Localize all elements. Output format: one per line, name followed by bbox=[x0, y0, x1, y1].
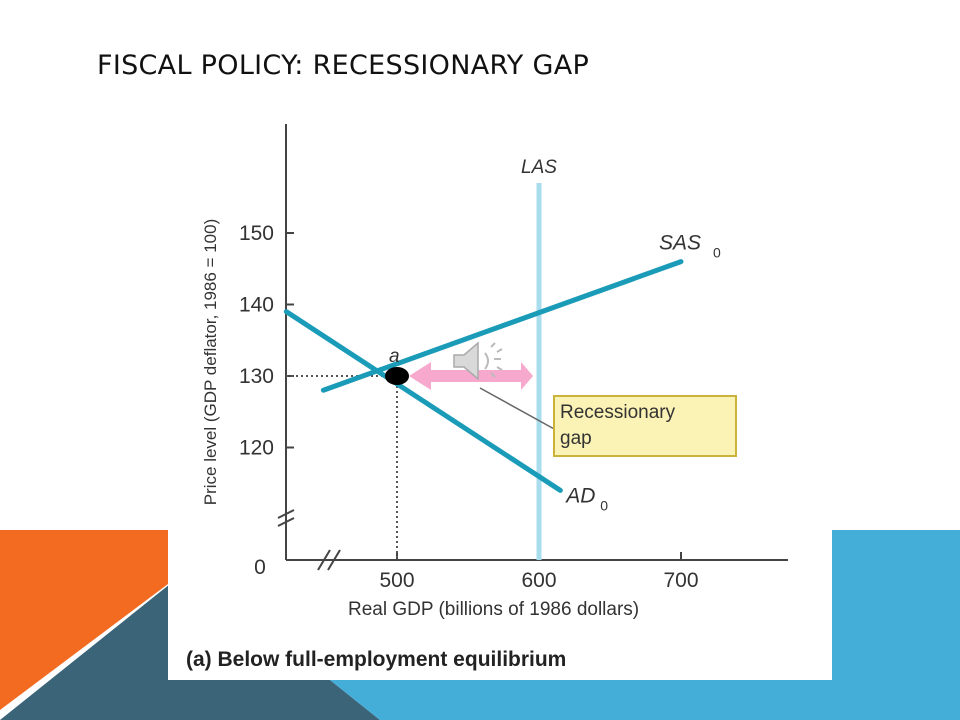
equilibrium-point bbox=[385, 367, 409, 385]
annotation-leader bbox=[479, 387, 557, 431]
y-axis-break bbox=[277, 509, 295, 527]
x-tick-label: 500 bbox=[379, 569, 414, 592]
ad-subscript: 0 bbox=[600, 497, 608, 513]
dark-teal-band-shape bbox=[200, 560, 380, 720]
speaker-icon[interactable] bbox=[448, 333, 512, 389]
slide-title: FISCAL POLICY: RECESSIONARY GAP bbox=[97, 50, 590, 81]
orange-corner-shape bbox=[0, 530, 200, 710]
las-label: LAS bbox=[521, 157, 557, 178]
sas-subscript: 0 bbox=[713, 245, 721, 261]
recessionary-gap-box bbox=[553, 395, 737, 457]
light-blue-band-shape bbox=[330, 530, 960, 720]
x-axis-break bbox=[317, 549, 341, 571]
y-tick-label: 120 bbox=[239, 437, 274, 460]
recessionary-gap-label-line1: Recessionary bbox=[560, 402, 676, 423]
equilibrium-label: a bbox=[389, 346, 400, 367]
figure-panel: 120 130 140 150 500 600 700 0 Real GDP (billions… bbox=[168, 118, 832, 680]
ad-curve bbox=[283, 309, 563, 493]
ad-label: AD bbox=[564, 484, 595, 507]
origin-label: 0 bbox=[254, 556, 266, 579]
recessionary-gap-label-line2: gap bbox=[560, 428, 592, 449]
dark-teal-corner-shape bbox=[0, 560, 200, 720]
x-axis-title: Real GDP (billions of 1986 dollars) bbox=[348, 599, 639, 620]
sas-curve bbox=[320, 259, 684, 393]
x-tick-label: 700 bbox=[663, 569, 698, 592]
recessionary-gap-arrow bbox=[409, 362, 533, 390]
figure-caption: (a) Below full-employment equilibrium bbox=[186, 648, 566, 671]
x-tick-label: 600 bbox=[521, 569, 556, 592]
y-axis-title: Price level (GDP deflator, 1986 = 100) bbox=[201, 219, 220, 506]
y-tick-label: 150 bbox=[239, 222, 274, 245]
sas-label: SAS bbox=[659, 232, 701, 255]
y-tick-label: 140 bbox=[239, 294, 274, 317]
y-tick-label: 130 bbox=[239, 365, 274, 388]
macro-chart: 120 130 140 150 500 600 700 0 Real GDP (billions… bbox=[186, 124, 788, 671]
